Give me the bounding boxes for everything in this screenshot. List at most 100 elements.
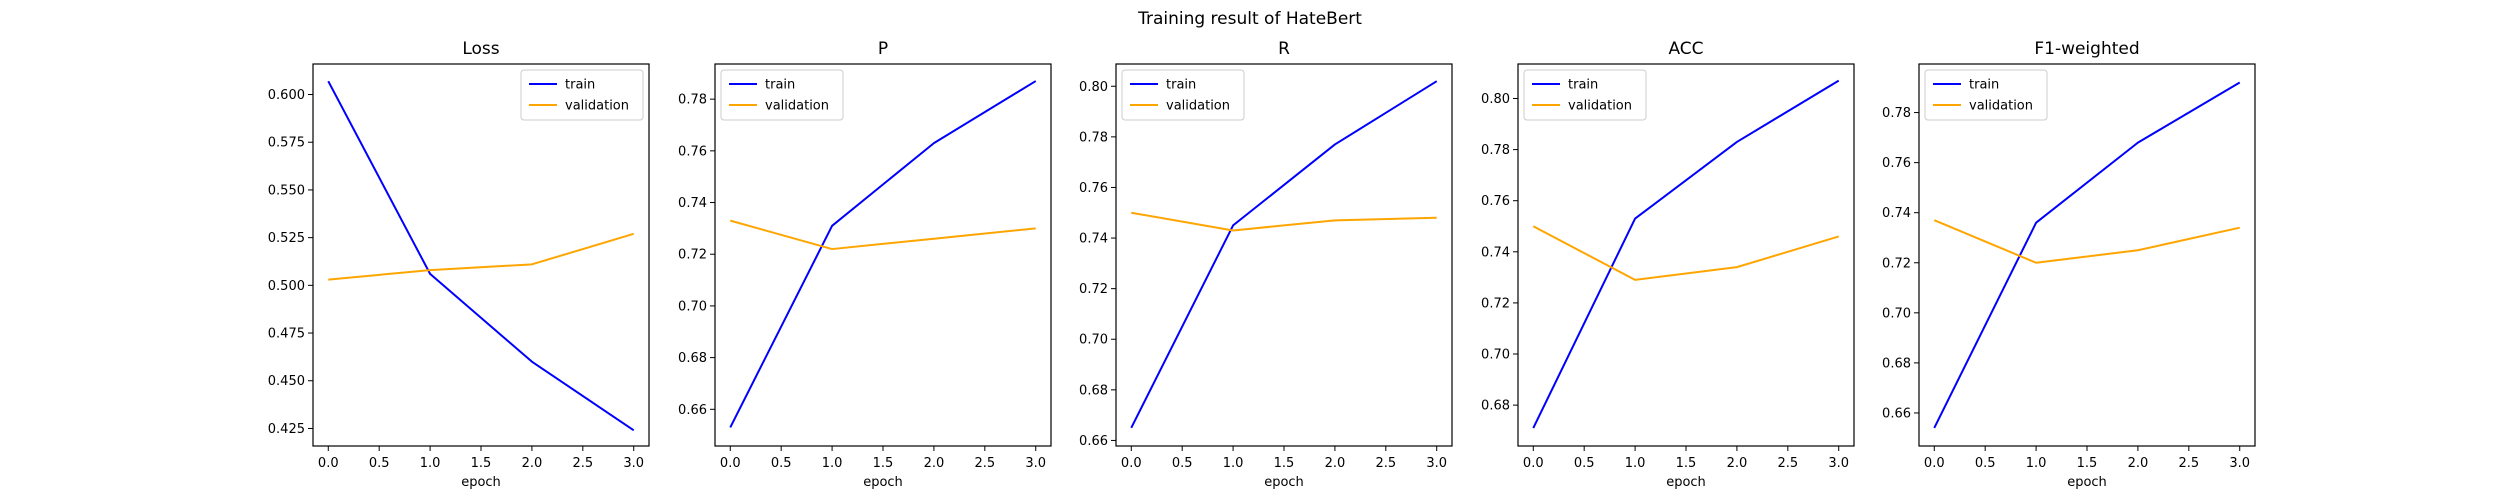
data-point-validation (529, 262, 534, 267)
y-tick-label: 0.72 (678, 248, 707, 263)
x-tick-label: 2.0 (924, 456, 945, 471)
x-tick-label: 2.5 (572, 456, 593, 471)
legend-box (1121, 69, 1245, 121)
y-tick-label: 0.450 (268, 374, 305, 389)
y-tick-label: 0.525 (268, 231, 305, 246)
x-tick-label: 1.0 (420, 456, 441, 471)
data-point-train (1932, 425, 1937, 430)
series-line-train (1532, 79, 1840, 429)
legend-box (720, 69, 844, 121)
y-tick-label: 0.80 (1481, 92, 1510, 107)
series-line-validation (1532, 225, 1840, 281)
data-point-train (830, 223, 835, 228)
plot-area (714, 63, 1052, 447)
plot-area (312, 63, 650, 447)
data-point-validation (728, 218, 733, 223)
data-point-train (1531, 426, 1536, 431)
data-point-validation (1836, 234, 1841, 239)
plot-area (1517, 63, 1855, 447)
y-tick-label: 0.74 (678, 196, 707, 211)
x-tick-label: 2.5 (1777, 456, 1798, 471)
data-point-validation (1129, 210, 1134, 215)
plot-area (1918, 63, 2256, 447)
legend-label: train (765, 78, 795, 93)
legend-label: validation (1969, 99, 2033, 114)
data-point-train (631, 428, 636, 433)
legend-box (1924, 69, 2048, 121)
chart-panel-4: F1-weighted 0.0 0.5 1.0 1.5 2.0 2.5 3.0 0.66 0.68… (1882, 39, 2256, 490)
x-tick-label: 0.0 (1523, 456, 1544, 471)
y-tick-label: 0.78 (1079, 130, 1108, 145)
data-point-validation (1734, 265, 1739, 270)
legend-box (1523, 69, 1647, 121)
legend-label: train (1166, 78, 1196, 93)
x-tick-label: 0.0 (1121, 456, 1142, 471)
series-line-train (1130, 80, 1438, 429)
data-point-train (326, 79, 331, 84)
data-point-train (1129, 425, 1134, 430)
y-tick-label: 0.78 (1481, 143, 1510, 158)
data-point-validation (931, 236, 936, 241)
chart-title: ACC (1668, 39, 1703, 59)
legend: train validation (1523, 69, 1647, 121)
x-tick-label: 0.5 (1975, 456, 1996, 471)
y-tick-label: 0.425 (268, 422, 305, 437)
x-tick-label: 3.0 (1025, 456, 1046, 471)
data-point-train (1434, 79, 1439, 84)
y-tick-label: 0.68 (1882, 356, 1911, 371)
legend: train validation (720, 69, 844, 121)
x-tick-label: 2.5 (1375, 456, 1396, 471)
data-point-validation (2237, 225, 2242, 230)
data-point-validation (1932, 218, 1937, 223)
data-point-train (529, 359, 534, 364)
y-tick-label: 0.575 (268, 136, 305, 151)
y-tick-label: 0.74 (1079, 232, 1108, 247)
data-point-train (1633, 216, 1638, 221)
data-point-validation (1231, 228, 1236, 233)
y-tick-label: 0.78 (1882, 106, 1911, 121)
x-tick-label: 2.0 (2128, 456, 2149, 471)
legend-label: train (1568, 78, 1598, 93)
y-tick-label: 0.76 (1481, 194, 1510, 209)
data-point-train (1836, 78, 1841, 83)
y-tick-label: 0.76 (678, 144, 707, 159)
y-tick-label: 0.70 (1079, 333, 1108, 348)
y-tick-label: 0.66 (1079, 434, 1108, 449)
y-tick-label: 0.475 (268, 327, 305, 342)
data-point-validation (1332, 218, 1337, 223)
data-point-validation (1033, 226, 1038, 231)
x-tick-label: 0.0 (720, 456, 741, 471)
x-tick-label: 2.0 (1325, 456, 1346, 471)
x-tick-label: 0.5 (1574, 456, 1595, 471)
series-line-train (327, 80, 635, 432)
y-tick-label: 0.70 (1481, 348, 1510, 363)
legend: train validation (1924, 69, 2048, 121)
y-tick-label: 0.66 (678, 403, 707, 418)
y-tick-label: 0.68 (678, 351, 707, 366)
x-tick-label: 1.5 (471, 456, 492, 471)
plot-area (1115, 63, 1453, 447)
x-tick-label: 1.0 (1223, 456, 1244, 471)
legend-label: validation (765, 99, 829, 114)
x-tick-label: 1.0 (1625, 456, 1646, 471)
x-tick-label: 0.0 (318, 456, 339, 471)
data-point-train (1033, 79, 1038, 84)
y-tick-label: 0.68 (1079, 383, 1108, 398)
x-tick-label: 2.0 (1727, 456, 1748, 471)
y-tick-label: 0.500 (268, 279, 305, 294)
chart-panel-3: ACC 0.0 0.5 1.0 1.5 2.0 2.5 3.0 0.68 0.70 0.72 0.74… (1481, 39, 1855, 490)
x-tick-label: 3.0 (2229, 456, 2250, 471)
y-tick-label: 0.78 (678, 93, 707, 108)
legend-label: validation (1166, 99, 1230, 114)
x-tick-label: 0.5 (369, 456, 390, 471)
data-point-validation (326, 277, 331, 282)
y-tick-label: 0.70 (1882, 306, 1911, 321)
x-tick-label: 1.5 (1676, 456, 1697, 471)
x-axis-label: epoch (863, 475, 903, 490)
x-axis-label: epoch (461, 475, 501, 490)
legend-label: train (1969, 78, 1999, 93)
chart-panel-2: R 0.0 0.5 1.0 1.5 2.0 2.5 3.0 0.66 0.68 0.70 0.72 0.… (1079, 39, 1453, 490)
y-tick-label: 0.72 (1481, 296, 1510, 311)
x-tick-label: 2.5 (974, 456, 995, 471)
